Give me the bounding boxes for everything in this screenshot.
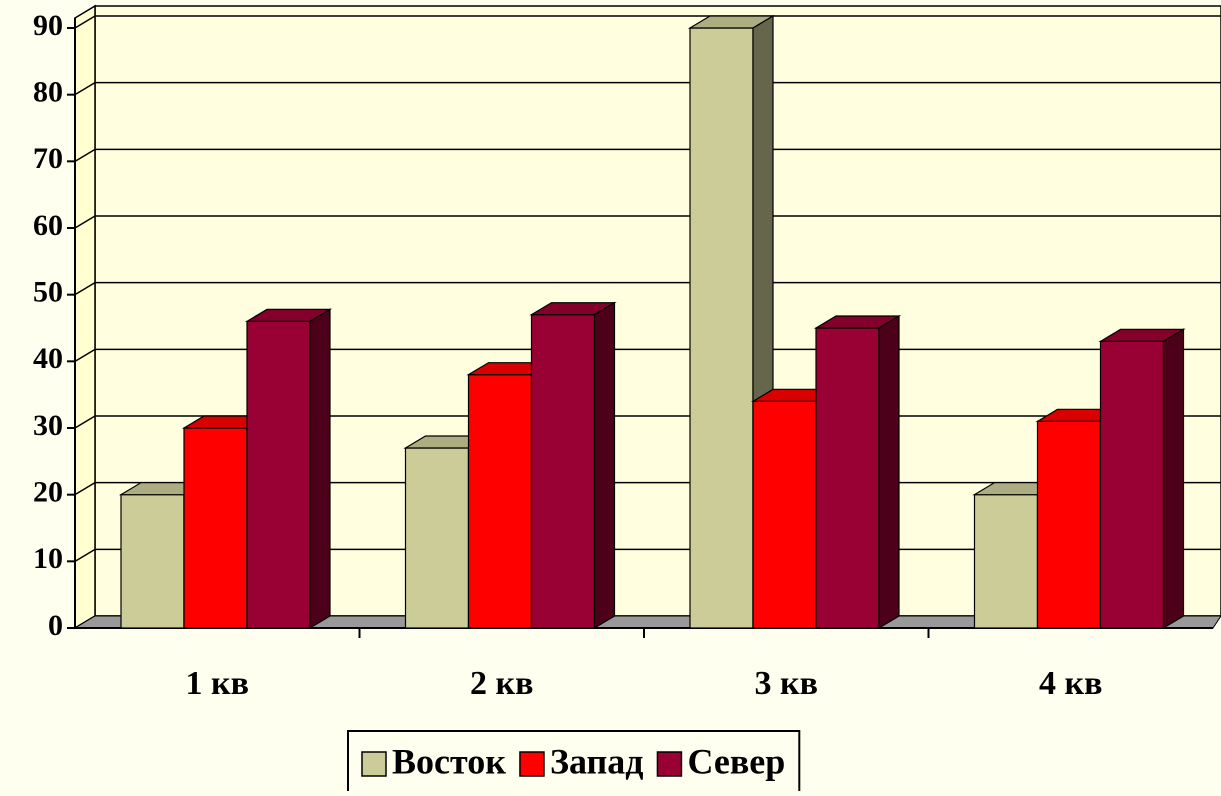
bar-side (878, 314, 900, 630)
bar (530, 314, 596, 629)
y-tick-label: 30 (33, 409, 63, 442)
x-tick-label: 4 кв (1039, 665, 1102, 702)
y-tick-label: 70 (33, 142, 63, 175)
grid-line-side (74, 15, 96, 29)
y-tick-label: 0 (48, 609, 63, 642)
bar (183, 427, 248, 629)
y-tick-label: 90 (33, 9, 63, 42)
grid-line-side (74, 548, 96, 562)
bar (815, 327, 880, 629)
bar-side (309, 308, 331, 630)
legend: Восток Запад Север (347, 730, 801, 794)
bar-side (593, 301, 616, 630)
legend-label: Север (687, 741, 785, 781)
y-tick-label: 20 (33, 476, 63, 509)
side-wall (74, 4, 96, 630)
bar (973, 494, 1039, 629)
grid-line-side (74, 148, 96, 162)
bar (467, 374, 533, 629)
y-tick-label: 40 (33, 342, 63, 375)
y-tick-label: 60 (33, 209, 63, 242)
bar (120, 494, 185, 629)
grid-line-side (74, 215, 96, 229)
x-tick-label: 3 кв (755, 665, 818, 702)
legend-swatch (656, 751, 683, 777)
legend-label: Восток (392, 741, 506, 781)
bar (246, 320, 311, 629)
bar (1036, 420, 1102, 629)
legend-swatch (361, 751, 387, 777)
bar (1099, 340, 1165, 629)
legend-label: Запад (550, 741, 643, 781)
x-tick-label: 1 кв (186, 665, 249, 702)
bar (689, 27, 754, 629)
x-tick-label: 2 кв (470, 665, 533, 702)
bar-side (1162, 328, 1185, 630)
y-tick-label: 80 (33, 76, 63, 109)
grid-line-side (74, 282, 96, 296)
bar (752, 400, 817, 629)
y-tick-label: 10 (33, 542, 63, 575)
grid-line-side (74, 482, 96, 496)
grid-line-side (74, 82, 96, 96)
legend-box (347, 730, 801, 794)
y-tick-label: 50 (33, 276, 63, 309)
bar (404, 447, 470, 629)
legend-swatch (519, 751, 545, 777)
grid-line-side (74, 348, 96, 362)
grid-line-side (74, 415, 96, 429)
